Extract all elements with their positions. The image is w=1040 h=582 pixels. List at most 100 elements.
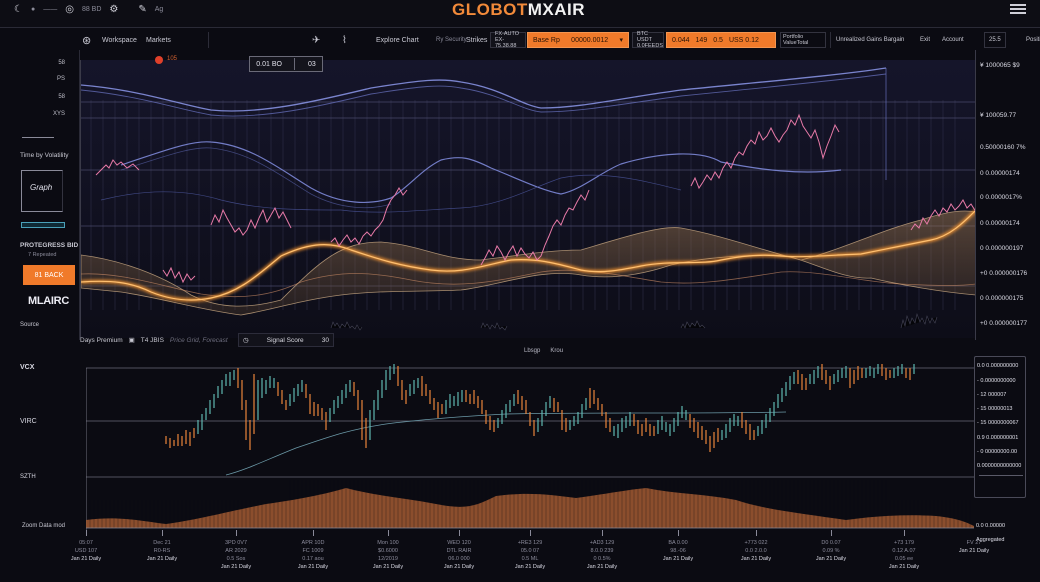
- pin-icon[interactable]: ✈: [312, 34, 321, 46]
- main-chart-svg: [80, 60, 978, 338]
- aggregated-label[interactable]: Aggregated: [976, 537, 1005, 543]
- section-label: Time by Volatility: [20, 152, 69, 159]
- signal-score-label: Signal Score: [266, 336, 304, 344]
- account-button[interactable]: Account: [942, 37, 964, 43]
- info-row: Days Premium ▣ T4 JBIS Price Grid, Forec…: [80, 333, 340, 347]
- status-text-2: Ag: [154, 6, 164, 13]
- time-tick: Mon 100 $0.6000 12/2019 Jan 21 Daily: [353, 530, 423, 571]
- zoom-level-field[interactable]: 25.5: [984, 32, 1006, 48]
- separator-line: ——: [43, 6, 58, 13]
- app-title-part2: MXAIR: [527, 0, 585, 19]
- lower-label: VCX: [20, 364, 35, 371]
- main-chart[interactable]: 105 0.01 BO 03: [80, 56, 978, 338]
- level-label: PS: [56, 76, 65, 82]
- range-value: 0.01 BO: [256, 60, 282, 68]
- price-axis-label: 0 0.00000174: [980, 170, 1020, 177]
- lower-axis-label: - 15 0000000067: [977, 420, 1019, 426]
- clock-icon: ◷: [243, 337, 249, 344]
- range-right-value: 03: [307, 60, 316, 68]
- time-tick: +73 179 0.12 A.07 0.05 ee Jan 21 Daily: [869, 530, 939, 571]
- source-label: Source: [20, 322, 40, 328]
- moon-icon[interactable]: ☾: [14, 4, 23, 15]
- price-extra-2[interactable]: 0.5: [713, 36, 723, 44]
- explore-chart-button[interactable]: Explore Chart: [376, 36, 419, 44]
- time-tick: Dec 21 R0-RS Jan 21 Daily: [127, 530, 197, 563]
- network-icon[interactable]: ⊛: [82, 34, 92, 47]
- lower-left-labels: VCX VIRC SZTH: [0, 350, 86, 530]
- time-tick: WED 120 DTL RAIR 06.0 000 Jan 21 Daily: [424, 530, 494, 571]
- top-left-icons: ☾ ● —— ◎ 88 BD ⚙ ✎ Ag: [14, 4, 163, 15]
- days-premium-label: Days Premium: [80, 336, 123, 344]
- candlestick-svg: [85, 364, 974, 530]
- divider: [979, 475, 1023, 476]
- range-selector[interactable]: 0.01 BO 03: [249, 56, 323, 72]
- lower-axis-label: 0.0 0.000000000: [977, 363, 1019, 369]
- mid-label: Lbsgp: [524, 348, 541, 354]
- draw-icon[interactable]: ⌇: [342, 34, 347, 46]
- price-axis-label: +0 0.000000177: [980, 320, 1028, 327]
- lower-axis-label: 0.0000000000000: [977, 463, 1022, 469]
- sidebar-brand: MLAIRC: [28, 295, 69, 307]
- gear-icon[interactable]: ⚙: [109, 4, 119, 15]
- price-axis-label: 0.50000160 7%: [980, 144, 1026, 151]
- price-extra-3[interactable]: USS 0.12: [728, 36, 759, 44]
- days-premium-value: T4 JBIS: [140, 336, 164, 344]
- exit-button[interactable]: Exit: [920, 37, 931, 43]
- app-title-part1: GLOBOT: [452, 0, 528, 19]
- time-tick: 05:07 USD 107 Jan 21 Daily: [51, 530, 121, 563]
- lower-axis-label: - 15 00000013: [977, 406, 1013, 412]
- back-button[interactable]: 81 BACK: [23, 265, 75, 285]
- price-axis-label: +0 0.000000176: [980, 270, 1028, 277]
- volume-label: Zoom Data mod: [22, 523, 66, 529]
- signal-score-box[interactable]: ◷ Signal Score 30: [238, 333, 334, 347]
- time-tick: FV 27 Jan 21 Daily: [958, 540, 990, 554]
- dot-icon: ●: [30, 6, 36, 13]
- sidebar: 58 PS 58 XYS Time by Volatility Graph PR…: [12, 50, 80, 340]
- alert-label: 105: [167, 56, 178, 62]
- chevron-down-icon: ▾: [619, 37, 623, 44]
- signal-score-value: 30: [321, 336, 329, 344]
- level-label: 58: [58, 94, 65, 100]
- lower-label: SZTH: [20, 474, 36, 480]
- price-controls[interactable]: 0.044 149 0.5 USS 0.12: [666, 32, 776, 48]
- positions-button[interactable]: Positions: [1026, 37, 1040, 43]
- globe-icon[interactable]: ◎: [65, 4, 74, 15]
- price-axis-label: 0 0.0000017%: [980, 194, 1022, 201]
- price-axis-label: ¥ 1000065 $9: [980, 62, 1020, 69]
- price-value: 0.044: [672, 36, 690, 44]
- lower-axis-label: 0.9 0.000000001: [977, 435, 1019, 441]
- top-bar: ☾ ● —— ◎ 88 BD ⚙ ✎ Ag GLOBOTMXAIR: [0, 0, 1040, 28]
- forecast-hint: Price Grid, Forecast: [169, 336, 228, 344]
- price-axis-label: 0 0.000000197: [980, 245, 1024, 252]
- candlestick-chart[interactable]: [85, 360, 974, 530]
- mini-graph-box[interactable]: Graph: [21, 170, 63, 212]
- hamburger-icon[interactable]: [1010, 2, 1026, 16]
- pair-field[interactable]: BTC USDT 0.0FEEDS: [632, 31, 664, 49]
- tab-markets[interactable]: Markets: [146, 36, 171, 44]
- pen-icon[interactable]: ✎: [138, 4, 147, 15]
- alert-icon[interactable]: [155, 56, 163, 64]
- fx-auto-field[interactable]: FX-AUTO EX-75.38.88: [490, 31, 526, 49]
- time-tick: +RE3 129 05.0 07 0.5 ML Jan 21 Daily: [495, 530, 565, 571]
- tab-workspace[interactable]: Workspace: [102, 36, 137, 44]
- time-axis: 05:07 USD 107 Jan 21 Daily Dec 21 R0-RS Jan …: [71, 530, 989, 582]
- toolbar: ⊛ Workspace Markets ✈ ⌇ Explore Chart Ry…: [80, 30, 1040, 50]
- price-axis-label: 0 0.000000175: [980, 295, 1024, 302]
- divider: [22, 137, 54, 138]
- base-rate-label: Base Rp: [533, 36, 560, 44]
- base-rate-value: 00000.0012: [571, 36, 609, 44]
- status-text: 88 BD: [81, 6, 102, 13]
- mid-label: Krou: [550, 348, 564, 354]
- calendar-icon[interactable]: ▣: [128, 337, 135, 344]
- price-axis-label: 0 0.00000174: [980, 220, 1020, 227]
- range-divider: [294, 58, 296, 70]
- lower-price-axis: 0.0 0.000000000 - 0.0000000000 - 12 0000…: [974, 356, 1026, 498]
- base-rate-select[interactable]: Base Rp 00000.0012 ▾: [527, 32, 629, 48]
- lower-axis-label: - 12 000007: [977, 392, 1007, 398]
- time-tick: D0 0.07 0.09 % Jan 21 Daily: [796, 530, 866, 563]
- time-tick: +AD3 129 8.0.0 239 0 0.5% Jan 21 Daily: [567, 530, 637, 571]
- lower-label: VIRC: [20, 418, 37, 425]
- gauge-sublabel: 7 Repeated: [28, 252, 57, 258]
- strikes-button[interactable]: Strikes: [466, 36, 488, 44]
- price-extra-1[interactable]: 149: [695, 36, 708, 44]
